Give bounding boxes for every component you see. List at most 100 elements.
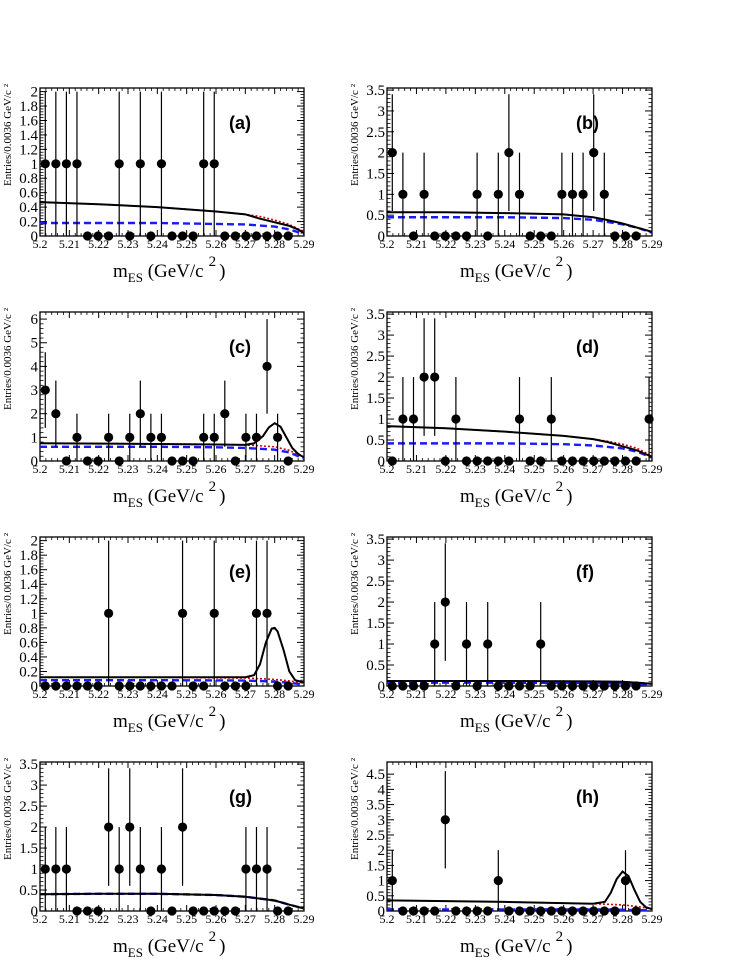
data-point [557, 456, 567, 466]
curve-total [387, 679, 653, 685]
y-tick-label: 0.5 [366, 658, 385, 674]
x-tick-label: 5.22 [435, 237, 456, 251]
data-point [135, 159, 145, 169]
data-point [536, 906, 546, 916]
data-point [589, 456, 599, 466]
data-point [188, 231, 198, 241]
data-point [156, 159, 167, 169]
x-tick-label: 5.21 [59, 462, 80, 476]
data-point [610, 681, 620, 691]
x-tick-label: 5.22 [88, 462, 109, 476]
data-point [610, 231, 620, 241]
data-point [631, 231, 641, 241]
y-tick-label: 1 [378, 187, 386, 203]
x-tick-label: 5.29 [294, 462, 315, 476]
x-axis-title-subscript: ES [128, 270, 143, 285]
data-point [61, 159, 71, 169]
data-point [620, 875, 631, 886]
chart-panel-e: 5.2 5.21 5.22 5.23 5.24 5.25 5.26 5.27 5.28 5.29 0… [2, 532, 315, 735]
chart-panel-h: 5.2 5.21 5.22 5.23 5.24 5.25 5.26 5.27 5.28 5.29 0… [349, 757, 663, 960]
x-axis-title-unit: (GeV/c [143, 711, 204, 732]
chart-panel-c: 5.2 5.21 5.22 5.23 5.24 5.25 5.26 5.27 5.28 5.29 0… [2, 307, 315, 510]
data-point [209, 159, 219, 169]
x-tick-label: 5.2 [380, 462, 395, 476]
y-tick-label: 2 [378, 595, 386, 611]
x-tick-label: 5.22 [88, 237, 109, 251]
data-point [461, 906, 472, 916]
data-point [504, 148, 514, 158]
x-tick-label: 5.27 [235, 687, 256, 701]
panel-label: (a) [229, 113, 251, 133]
data-point [546, 906, 556, 916]
x-tick-label: 5.25 [524, 912, 545, 926]
x-tick-label: 5.2 [380, 912, 395, 926]
y-axis-title: Entries/0.0036 GeV/c ² [2, 307, 14, 410]
data-point [589, 906, 599, 916]
x-axis-title: mES (GeV/c 2) [460, 479, 572, 510]
data-point [483, 906, 493, 916]
x-axis-title-close: ) [219, 261, 225, 282]
x-tick-label: 5.26 [553, 912, 574, 926]
y-tick-label: 0.6 [19, 186, 38, 202]
data-point [199, 432, 209, 442]
y-tick-label: 0 [378, 679, 386, 695]
x-tick-label: 5.28 [264, 462, 285, 476]
x-axis-title-close: ) [566, 486, 572, 507]
data-point [241, 231, 251, 241]
x-tick-label: 5.22 [435, 687, 456, 701]
x-tick-label: 5.26 [553, 462, 574, 476]
curve-background [39, 442, 305, 459]
data-point [430, 639, 440, 649]
x-axis-title-unit: (GeV/c [143, 261, 204, 282]
curve-total [386, 425, 653, 458]
x-tick-label: 5.24 [147, 462, 168, 476]
data-point [177, 608, 188, 618]
data-point [525, 231, 535, 241]
x-tick-label: 5.25 [524, 687, 545, 701]
x-tick-label: 5.21 [59, 912, 80, 926]
data-point [177, 231, 188, 241]
data-point [493, 875, 503, 886]
data-point [135, 409, 145, 419]
data-point [262, 864, 272, 874]
data-point [104, 822, 114, 832]
x-axis-title-superscript: 2 [556, 479, 564, 495]
data-point [419, 189, 429, 199]
data-point [177, 456, 188, 466]
data-point [430, 231, 440, 241]
data-point [472, 456, 482, 466]
data-point [220, 906, 230, 916]
data-point [93, 681, 103, 691]
plot-frame [386, 536, 653, 687]
data-point [93, 456, 103, 466]
x-tick-label: 5.26 [553, 237, 574, 251]
y-tick-label: 1.5 [366, 616, 385, 632]
x-axis-title-close: ) [219, 486, 225, 507]
x-tick-label: 5.24 [147, 237, 168, 251]
y-tick-label: 1.4 [19, 128, 38, 144]
x-axis-title-close: ) [219, 936, 225, 957]
curve-component [40, 221, 305, 235]
data-point [146, 231, 156, 241]
x-tick-label: 5.24 [147, 687, 168, 701]
data-point [125, 432, 135, 442]
data-point [51, 864, 61, 874]
data-point [156, 681, 167, 691]
x-tick-label: 5.26 [553, 687, 574, 701]
data-point [146, 432, 156, 442]
y-tick-label: 1.6 [19, 113, 38, 129]
x-axis-title-subscript: ES [128, 720, 143, 735]
y-tick-label: 0.5 [19, 883, 38, 899]
data-point [82, 231, 93, 241]
x-axis-title-main: m [113, 936, 128, 957]
y-tick-label: 3.5 [19, 757, 38, 773]
x-tick-label: 5.26 [206, 237, 227, 251]
x-tick-label: 5.29 [294, 912, 315, 926]
data-point [209, 608, 219, 618]
data-point [241, 681, 251, 691]
x-axis-title-subscript: ES [475, 945, 490, 960]
data-point [525, 456, 535, 466]
x-tick-label: 5.22 [88, 687, 109, 701]
x-tick-label: 5.2 [380, 237, 395, 251]
data-point [461, 231, 472, 241]
